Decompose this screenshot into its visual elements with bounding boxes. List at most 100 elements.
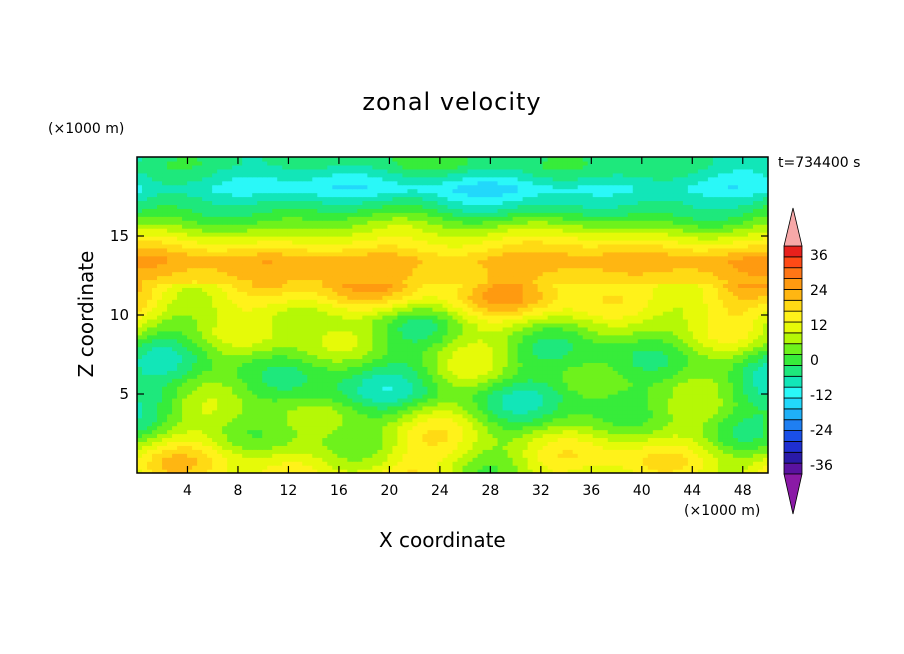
field-cell [157,441,163,446]
field-cell [682,330,689,336]
field-cell [437,346,444,352]
field-cell [562,382,569,387]
field-cell [242,346,248,352]
field-cell [142,318,148,324]
field-cell [192,318,198,324]
field-cell [382,445,388,450]
field-cell [497,338,504,344]
field-cell [467,433,474,439]
field-cell [647,390,654,395]
field-cell [242,449,248,454]
field-cell [512,354,519,360]
field-cell [417,433,424,439]
field-cell [177,362,183,367]
field-cell [547,425,554,431]
field-cell [552,386,559,391]
field-cell [212,429,218,435]
field-cell [207,465,213,470]
field-cell [392,346,399,352]
field-cell [462,433,469,439]
field-cell [157,457,163,462]
field-cell [172,346,178,352]
field-cell [192,437,198,442]
field-cell [332,390,338,395]
field-cell [237,441,243,446]
field-cell [277,449,283,454]
field-cell [542,457,549,462]
field-cell [737,397,744,403]
field-cell [142,417,148,423]
field-cell [412,445,419,450]
field-cell [702,401,709,407]
field-cell [762,382,768,387]
field-cell [417,386,424,391]
field-cell [402,465,409,470]
field-cell [472,401,479,407]
field-cell [262,374,268,379]
field-cell [177,397,183,403]
field-cell [402,413,409,419]
field-cell [527,390,534,395]
field-cell [327,358,333,363]
field-cell [267,429,273,435]
field-cell [747,346,754,352]
field-cell [762,358,768,363]
field-cell [192,374,198,379]
field-cell [457,354,464,360]
field-cell [392,362,399,367]
field-cell [697,326,704,332]
field-cell [727,366,734,371]
field-cell [757,441,764,446]
field-cell [222,449,228,454]
field-cell [387,326,394,332]
field-cell [722,397,729,403]
field-cell [352,334,358,340]
field-cell [237,390,243,395]
field-cell [457,318,464,324]
field-cell [227,354,233,360]
field-cell [237,322,243,328]
field-cell [467,374,474,379]
field-cell [477,322,484,328]
field-cell [442,437,449,442]
field-cell [722,326,729,332]
field-cell [407,330,414,336]
field-cell [537,362,544,367]
field-cell [292,413,298,419]
field-cell [617,362,624,367]
field-cell [657,386,664,391]
field-cell [562,358,569,363]
field-cell [427,441,434,446]
field-cell [617,350,624,356]
field-cell [632,417,639,423]
field-cell [632,441,639,446]
field-cell [512,449,519,454]
field-cell [177,461,183,466]
field-cell [357,346,363,352]
field-cell [377,382,383,387]
field-cell [677,322,684,328]
field-cell [442,453,449,458]
field-cell [667,401,674,407]
field-cell [662,413,669,419]
field-cell [697,433,704,439]
field-cell [332,374,338,379]
field-cell [422,469,429,473]
field-cell [257,358,263,363]
field-cell [167,417,173,423]
field-cell [652,322,659,328]
field-cell [267,382,273,387]
field-cell [317,397,323,403]
field-cell [482,330,489,336]
field-cell [627,437,634,442]
field-cell [222,401,228,407]
field-cell [422,445,429,450]
field-cell [672,370,679,375]
field-cell [442,405,449,411]
field-cell [332,425,338,431]
field-cell [697,409,704,415]
field-cell [197,421,203,427]
field-cell [252,457,258,462]
field-cell [372,401,378,407]
field-cell [317,417,323,423]
